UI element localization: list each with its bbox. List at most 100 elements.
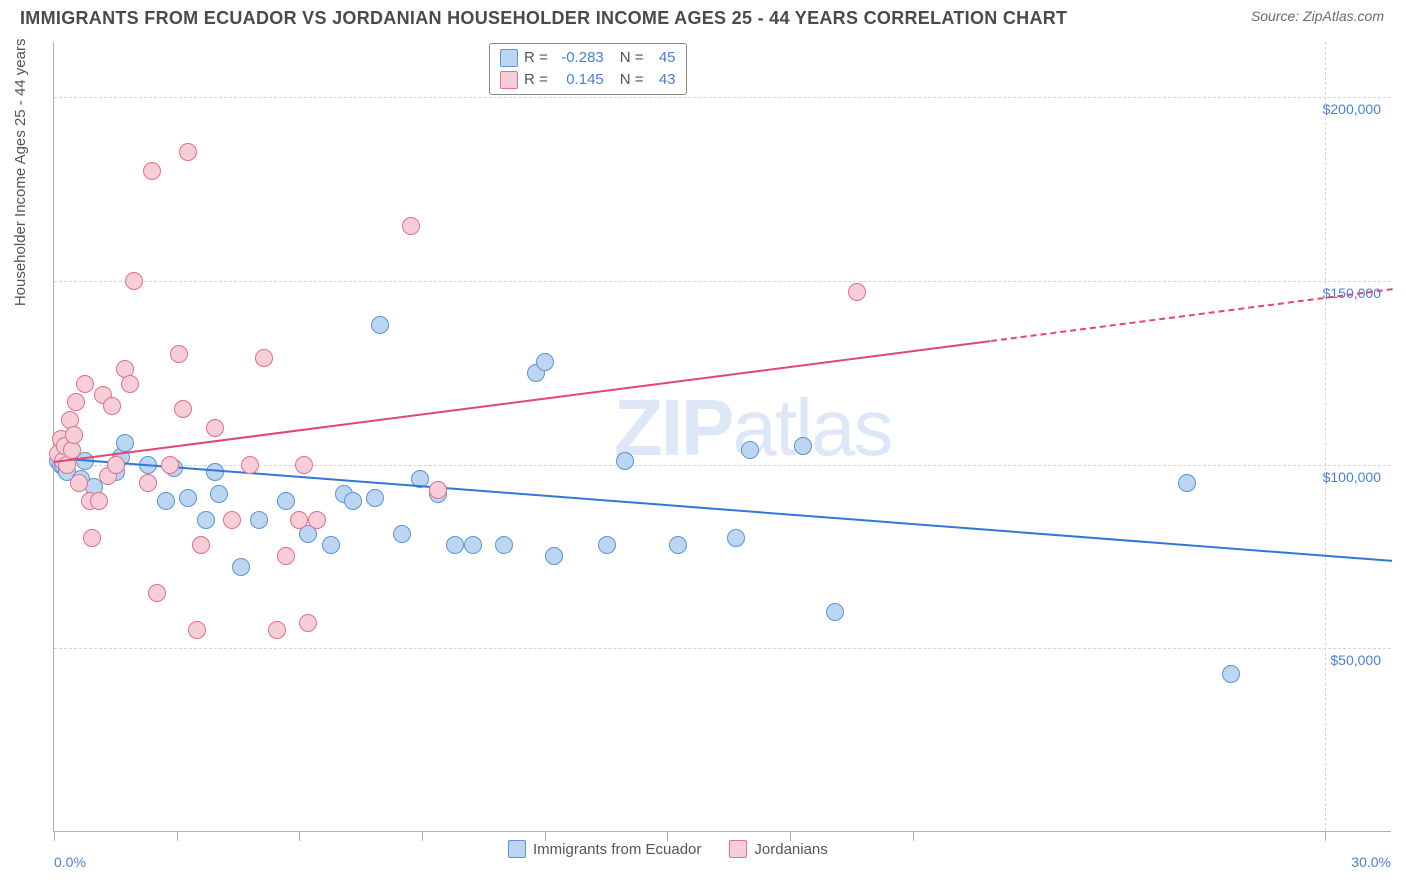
data-point-ecuador — [210, 485, 228, 503]
data-point-jordan — [308, 511, 326, 529]
data-point-ecuador — [1222, 665, 1240, 683]
data-point-jordan — [188, 621, 206, 639]
data-point-ecuador — [197, 511, 215, 529]
data-point-ecuador — [1178, 474, 1196, 492]
y-tick-label: $100,000 — [1323, 469, 1381, 485]
data-point-jordan — [848, 283, 866, 301]
data-point-jordan — [67, 393, 85, 411]
data-point-jordan — [206, 419, 224, 437]
data-point-jordan — [429, 481, 447, 499]
data-point-ecuador — [116, 434, 134, 452]
data-point-jordan — [277, 547, 295, 565]
data-point-ecuador — [727, 529, 745, 547]
x-max-label: 30.0% — [1351, 854, 1391, 870]
trend-line — [54, 340, 991, 463]
data-point-ecuador — [536, 353, 554, 371]
data-point-ecuador — [741, 441, 759, 459]
x-tick — [1325, 831, 1326, 841]
data-point-jordan — [223, 511, 241, 529]
trend-line — [990, 288, 1392, 342]
data-point-jordan — [268, 621, 286, 639]
legend-r-value: -0.283 — [554, 47, 604, 69]
data-point-jordan — [161, 456, 179, 474]
data-point-jordan — [402, 217, 420, 235]
data-point-jordan — [107, 456, 125, 474]
data-point-jordan — [139, 474, 157, 492]
data-point-ecuador — [322, 536, 340, 554]
scatter-chart: ZIPatlas $50,000$100,000$150,000$200,000… — [53, 42, 1391, 832]
legend-r-value: 0.145 — [554, 69, 604, 91]
data-point-ecuador — [393, 525, 411, 543]
data-point-ecuador — [371, 316, 389, 334]
data-point-jordan — [299, 614, 317, 632]
legend-series-label: Jordanians — [754, 841, 827, 858]
chart-title: IMMIGRANTS FROM ECUADOR VS JORDANIAN HOU… — [20, 8, 1067, 29]
x-min-label: 0.0% — [54, 854, 86, 870]
data-point-ecuador — [277, 492, 295, 510]
data-point-jordan — [295, 456, 313, 474]
data-point-jordan — [103, 397, 121, 415]
data-point-ecuador — [366, 489, 384, 507]
x-tick — [422, 831, 423, 841]
x-tick — [54, 831, 55, 841]
data-point-jordan — [192, 536, 210, 554]
data-point-ecuador — [616, 452, 634, 470]
gridline-h — [54, 281, 1391, 282]
legend-bottom: Immigrants from Ecuador Jordanians — [508, 840, 828, 858]
legend-item-ecuador: Immigrants from Ecuador — [508, 840, 701, 858]
data-point-ecuador — [794, 437, 812, 455]
gridline-h — [54, 97, 1391, 98]
data-point-jordan — [65, 426, 83, 444]
data-point-ecuador — [250, 511, 268, 529]
data-point-jordan — [143, 162, 161, 180]
data-point-jordan — [179, 143, 197, 161]
y-tick-label: $200,000 — [1323, 101, 1381, 117]
legend-swatch — [508, 840, 526, 858]
data-point-jordan — [125, 272, 143, 290]
legend-n-label: N = — [620, 69, 644, 91]
data-point-jordan — [70, 474, 88, 492]
x-tick — [299, 831, 300, 841]
data-point-jordan — [83, 529, 101, 547]
data-point-ecuador — [446, 536, 464, 554]
data-point-jordan — [170, 345, 188, 363]
legend-series-label: Immigrants from Ecuador — [533, 841, 701, 858]
data-point-ecuador — [598, 536, 616, 554]
data-point-ecuador — [669, 536, 687, 554]
legend-stats: R = -0.283 N = 45 R = 0.145 N = 43 — [489, 43, 687, 95]
legend-n-value: 43 — [650, 69, 676, 91]
data-point-ecuador — [495, 536, 513, 554]
y-tick-label: $50,000 — [1330, 652, 1381, 668]
legend-r-label: R = — [524, 47, 548, 69]
data-point-jordan — [121, 375, 139, 393]
legend-swatch — [729, 840, 747, 858]
data-point-jordan — [290, 511, 308, 529]
data-point-jordan — [148, 584, 166, 602]
data-point-ecuador — [545, 547, 563, 565]
trend-line — [54, 457, 1392, 562]
legend-item-jordan: Jordanians — [729, 840, 827, 858]
source-label: Source: ZipAtlas.com — [1251, 8, 1384, 24]
data-point-ecuador — [232, 558, 250, 576]
data-point-ecuador — [826, 603, 844, 621]
y-axis-title: Householder Income Ages 25 - 44 years — [12, 39, 29, 307]
data-point-ecuador — [179, 489, 197, 507]
legend-n-label: N = — [620, 47, 644, 69]
legend-r-label: R = — [524, 69, 548, 91]
x-tick — [913, 831, 914, 841]
data-point-jordan — [174, 400, 192, 418]
data-point-jordan — [241, 456, 259, 474]
data-point-jordan — [76, 375, 94, 393]
legend-swatch — [500, 71, 518, 89]
gridline-h — [54, 648, 1391, 649]
data-point-ecuador — [157, 492, 175, 510]
legend-stats-row: R = 0.145 N = 43 — [500, 69, 676, 91]
gridline-v — [1325, 42, 1326, 831]
data-point-ecuador — [464, 536, 482, 554]
legend-swatch — [500, 49, 518, 67]
legend-n-value: 45 — [650, 47, 676, 69]
legend-stats-row: R = -0.283 N = 45 — [500, 47, 676, 69]
data-point-jordan — [90, 492, 108, 510]
data-point-ecuador — [344, 492, 362, 510]
data-point-jordan — [255, 349, 273, 367]
